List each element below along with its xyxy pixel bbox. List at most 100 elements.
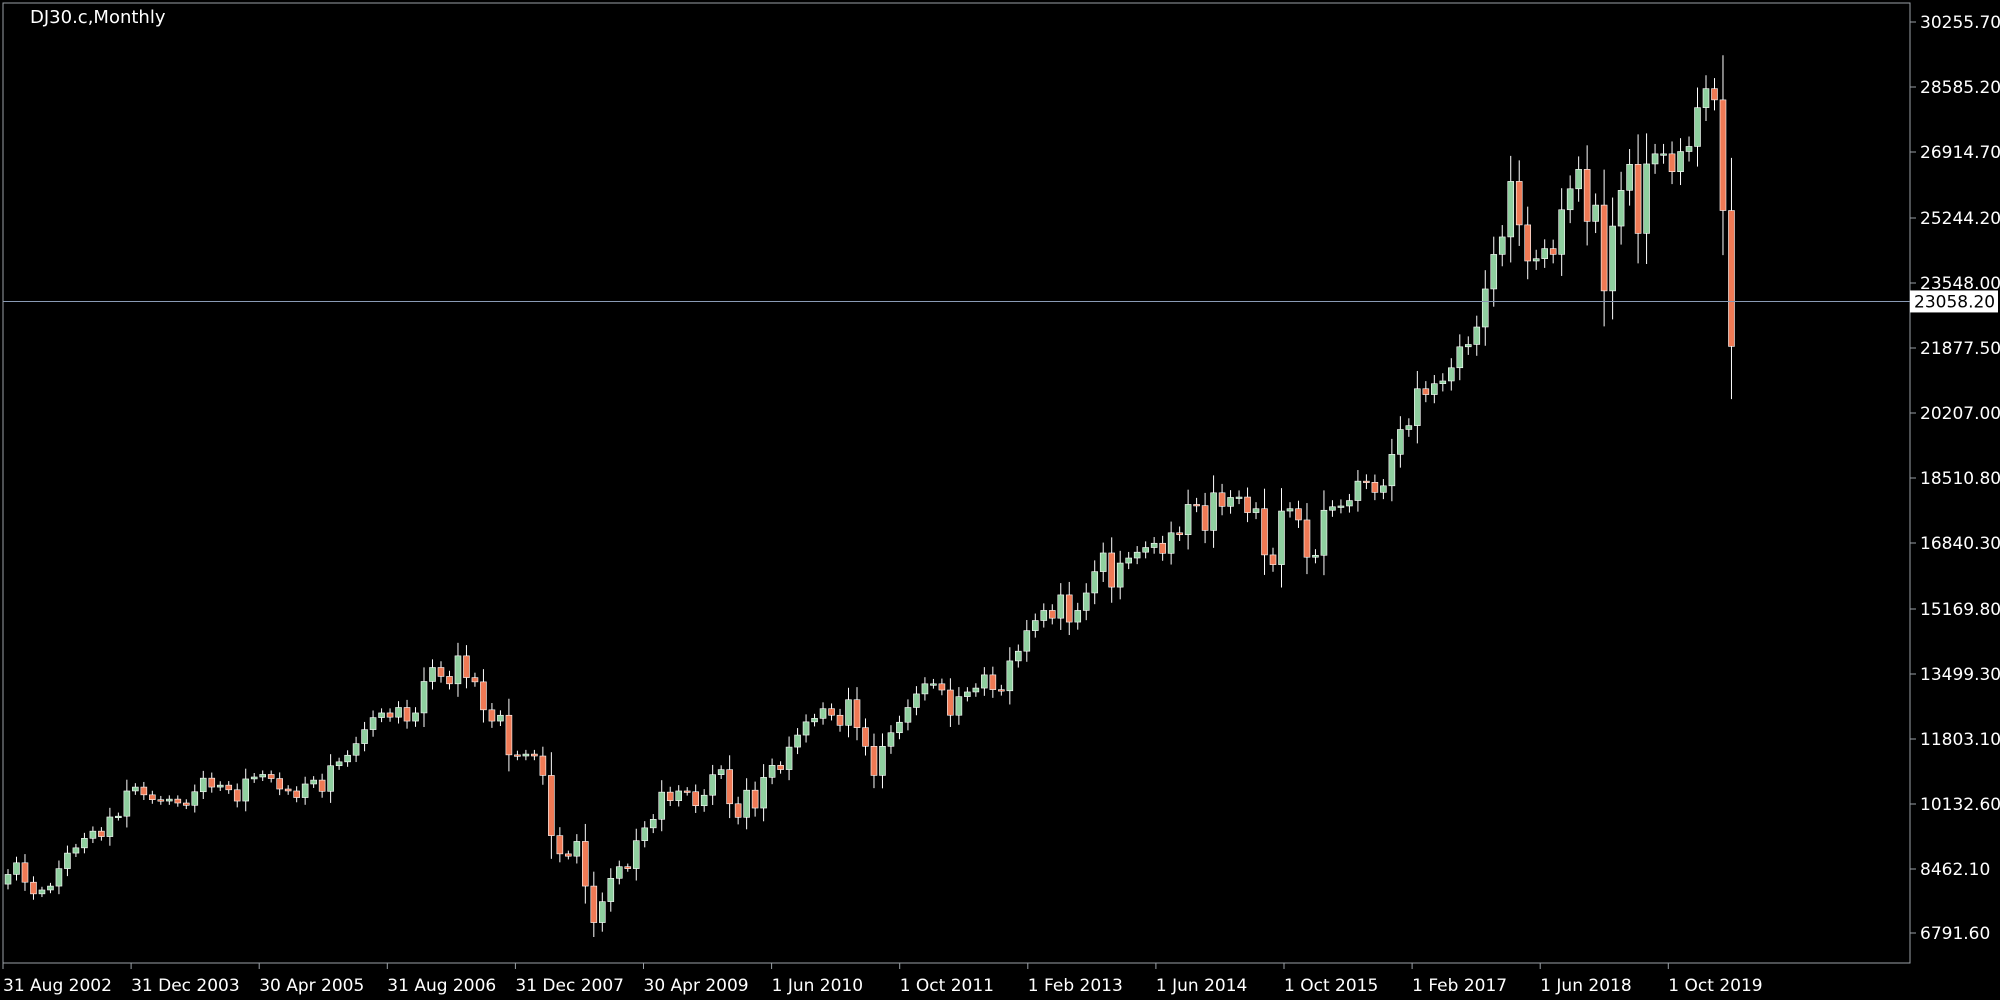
candle — [683, 787, 691, 796]
candle — [123, 779, 131, 828]
candle — [1363, 474, 1370, 490]
candle — [1040, 603, 1048, 628]
svg-text:23058.20: 23058.20 — [1914, 292, 1995, 312]
candle — [1583, 145, 1591, 246]
candle — [1558, 188, 1565, 276]
candle — [1210, 475, 1217, 548]
candle — [556, 827, 564, 863]
candle — [310, 776, 317, 788]
candle — [615, 860, 623, 885]
candle — [480, 669, 487, 723]
price-tick-label: 11803.10 — [1920, 730, 2000, 750]
candle — [1515, 160, 1523, 246]
candle — [1252, 502, 1260, 520]
candle — [1617, 171, 1625, 245]
price-tick-label: 23548.00 — [1920, 274, 2000, 294]
symbol-timeframe-label: DJ30.c,Monthly — [30, 7, 166, 28]
candle — [1354, 470, 1362, 512]
candle — [1184, 489, 1192, 550]
candle — [1133, 546, 1141, 565]
candle — [284, 785, 292, 795]
candle — [1227, 490, 1234, 514]
price-tick-label: 30255.70 — [1920, 13, 2000, 33]
time-tick-label: 1 Jun 2014 — [1156, 976, 1247, 996]
candle — [335, 757, 343, 770]
candle — [845, 687, 852, 738]
candle — [590, 871, 598, 937]
candle — [717, 765, 725, 779]
candle — [72, 843, 80, 858]
candle — [1303, 503, 1311, 575]
candle — [386, 708, 394, 722]
candle — [267, 770, 275, 783]
candle — [1481, 270, 1489, 346]
candle — [403, 699, 411, 729]
time-tick-label: 1 Oct 2011 — [900, 976, 994, 996]
candle — [1702, 75, 1710, 121]
candle — [471, 672, 479, 687]
candle — [777, 761, 784, 774]
candle — [250, 772, 258, 783]
candle — [497, 710, 504, 727]
candle — [1329, 500, 1336, 517]
time-tick-label: 31 Dec 2003 — [131, 976, 240, 996]
price-tick-label: 6791.60 — [1920, 924, 1990, 944]
candle — [361, 721, 368, 752]
candle — [1108, 537, 1115, 603]
candle — [1048, 604, 1056, 625]
candle — [64, 845, 71, 877]
candle — [1448, 358, 1455, 391]
candle — [539, 746, 547, 785]
candle — [1609, 197, 1616, 320]
candle — [1218, 483, 1226, 516]
candle — [700, 789, 708, 812]
candle — [1278, 488, 1285, 588]
candle — [760, 764, 767, 822]
candle — [531, 749, 538, 761]
candle — [1150, 537, 1158, 554]
candle — [199, 770, 207, 800]
candle — [522, 749, 530, 761]
time-tick-label: 1 Feb 2017 — [1412, 976, 1507, 996]
candle — [972, 683, 980, 697]
candle — [1532, 249, 1540, 270]
candle — [132, 783, 139, 795]
candle — [395, 701, 402, 724]
candle — [1167, 521, 1175, 565]
candle — [1116, 550, 1124, 600]
candle — [938, 678, 946, 696]
candle — [38, 886, 46, 898]
candle — [913, 686, 920, 716]
candle — [582, 823, 589, 904]
candle — [233, 783, 241, 808]
candle — [488, 703, 496, 728]
candle — [1295, 500, 1302, 528]
candle — [1201, 492, 1209, 544]
candles-layer — [4, 55, 1735, 937]
candle — [166, 795, 173, 805]
candle — [115, 812, 122, 821]
candle — [149, 790, 156, 804]
plot-frame — [2, 2, 1911, 964]
price-tick-label: 26914.70 — [1920, 143, 2000, 163]
candle — [1057, 583, 1065, 630]
candle — [1660, 143, 1667, 164]
candle — [598, 892, 606, 932]
candle — [505, 698, 513, 772]
candle — [208, 772, 216, 793]
candle — [1006, 647, 1014, 705]
candle — [1397, 416, 1404, 468]
candle — [726, 755, 733, 819]
candle — [607, 868, 615, 912]
candle — [734, 796, 742, 825]
candle — [1320, 490, 1328, 576]
time-tick-label: 1 Feb 2013 — [1028, 976, 1123, 996]
time-tick-label: 1 Oct 2015 — [1284, 976, 1378, 996]
candle — [1015, 644, 1022, 668]
candle — [191, 784, 199, 813]
price-tick-label: 20207.00 — [1920, 404, 2000, 424]
candle — [709, 764, 716, 805]
time-tick-label: 1 Oct 2019 — [1668, 976, 1762, 996]
candle — [463, 645, 470, 689]
